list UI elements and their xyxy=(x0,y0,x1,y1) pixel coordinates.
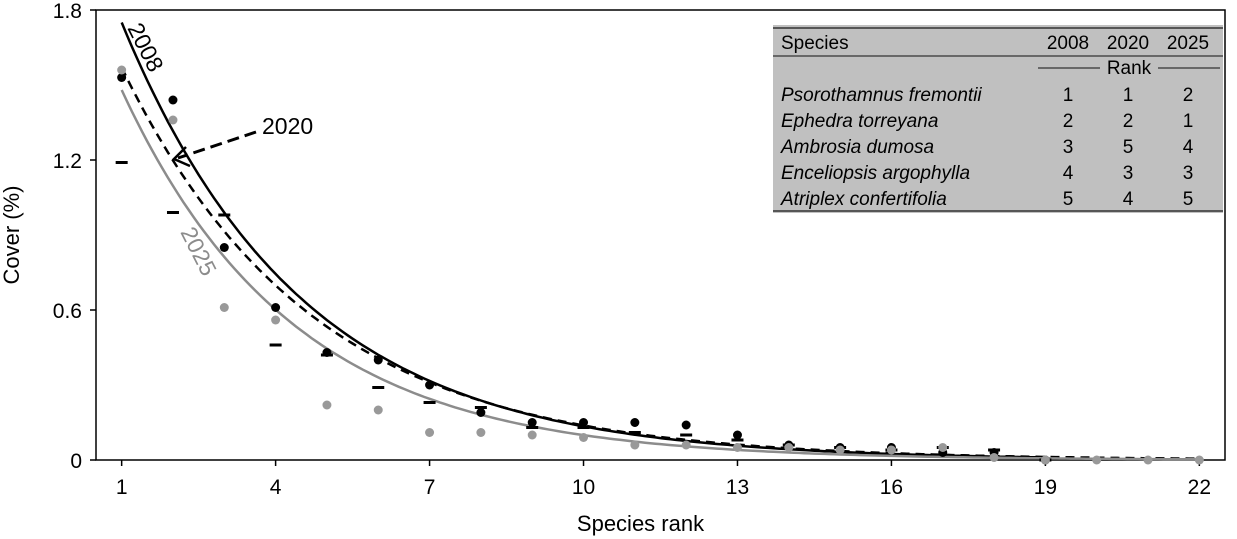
table-rank-cell: 3 xyxy=(1063,137,1074,158)
y-tick-label: 0.6 xyxy=(53,300,82,323)
point-2025 xyxy=(168,115,178,125)
point-2020 xyxy=(476,408,486,417)
data-points xyxy=(115,65,1204,465)
x-tick-label: 10 xyxy=(572,476,595,499)
x-tick-label: 7 xyxy=(424,476,436,499)
fit-curve-2020 xyxy=(120,66,1200,460)
table-rank-cell: 4 xyxy=(1183,137,1194,158)
x-tick-label: 16 xyxy=(880,476,903,499)
x-tick-label: 19 xyxy=(1034,476,1057,499)
point-2025 xyxy=(732,443,742,452)
plot-frame xyxy=(95,9,1226,461)
point-2025 xyxy=(989,453,999,462)
table-rank-cell: 5 xyxy=(1063,189,1074,210)
x-axis-label: Species rank xyxy=(577,511,705,536)
table-header-cell: 2008 xyxy=(1047,33,1089,54)
point-2025 xyxy=(938,443,948,452)
table-rank-cell: 2 xyxy=(1063,111,1074,132)
point-2025 xyxy=(373,405,383,415)
annotation-2020-arrowhead xyxy=(171,146,191,168)
point-2025 xyxy=(1143,455,1153,465)
annotation-2020-arrow xyxy=(177,130,257,160)
y-tick-label: 1.8 xyxy=(53,0,82,23)
point-2025 xyxy=(886,445,896,455)
point-2020 xyxy=(271,303,281,312)
table-subheader: Rank xyxy=(1107,58,1152,79)
table-species-cell: Ephedra torreyana xyxy=(781,111,938,132)
point-2020 xyxy=(117,73,127,82)
table-species-cell: Psorothamnus fremontii xyxy=(781,85,982,106)
point-2025 xyxy=(476,428,486,437)
table-species-cell: Ambrosia dumosa xyxy=(780,137,934,158)
x-tick-label: 22 xyxy=(1188,476,1211,499)
table-rank-cell: 3 xyxy=(1123,163,1134,184)
point-2025 xyxy=(1040,455,1050,465)
point-2025 xyxy=(322,400,332,410)
annotation-2008: 2008 xyxy=(123,18,169,75)
table-rank-cell: 2 xyxy=(1183,85,1194,106)
table-header-cell: 2020 xyxy=(1107,33,1149,54)
table-rank-cell: 5 xyxy=(1183,189,1194,210)
fit-curve-2025 xyxy=(120,89,1200,461)
annotation-2025: 2025 xyxy=(176,222,222,279)
table-rank-cell: 1 xyxy=(1183,111,1194,132)
point-2025 xyxy=(219,303,229,312)
point-2025 xyxy=(1092,455,1102,465)
table-header-cell: 2025 xyxy=(1167,33,1209,54)
table-species-cell: Atriplex confertifolia xyxy=(780,189,947,210)
x-tick-label: 13 xyxy=(726,476,749,499)
point-2020 xyxy=(630,418,640,427)
point-2025 xyxy=(630,440,640,450)
point-2020 xyxy=(527,418,537,427)
table-rank-cell: 2 xyxy=(1123,111,1134,132)
table-rank-cell: 3 xyxy=(1183,163,1194,184)
annotation-2020: 2020 xyxy=(262,113,313,139)
point-2020 xyxy=(219,243,229,252)
point-2025 xyxy=(681,440,691,450)
point-2020 xyxy=(732,430,742,440)
table-rank-cell: 1 xyxy=(1063,85,1074,106)
table-rank-cell: 4 xyxy=(1063,163,1074,184)
table-rank-cell: 4 xyxy=(1123,189,1134,210)
y-tick-label: 1.2 xyxy=(53,150,82,173)
legend-table: Species 2008 2020 2025 Rank Psorothamnus frem… xyxy=(773,25,1223,213)
table-rank-cell: 5 xyxy=(1123,137,1134,158)
table-rank-cell: 1 xyxy=(1123,85,1134,106)
table-header-cell: Species xyxy=(781,33,849,54)
point-2020 xyxy=(373,355,383,365)
point-2020 xyxy=(322,348,332,357)
point-2025 xyxy=(579,433,589,442)
point-2025 xyxy=(425,428,435,437)
point-2025 xyxy=(1194,455,1204,465)
point-2025 xyxy=(271,315,281,325)
point-2020 xyxy=(681,420,691,430)
point-2020 xyxy=(425,380,435,390)
point-2020 xyxy=(168,95,178,105)
x-tick-label: 4 xyxy=(270,476,282,499)
y-tick-label: 0 xyxy=(70,450,82,473)
y-axis-label: Cover (%) xyxy=(0,185,24,284)
x-tick-label: 1 xyxy=(116,476,128,499)
point-2020 xyxy=(579,418,589,427)
point-2025 xyxy=(784,443,794,452)
table-species-cell: Enceliopsis argophylla xyxy=(781,163,970,184)
point-2025 xyxy=(117,65,127,75)
point-2025 xyxy=(835,445,845,455)
point-2025 xyxy=(527,430,537,440)
